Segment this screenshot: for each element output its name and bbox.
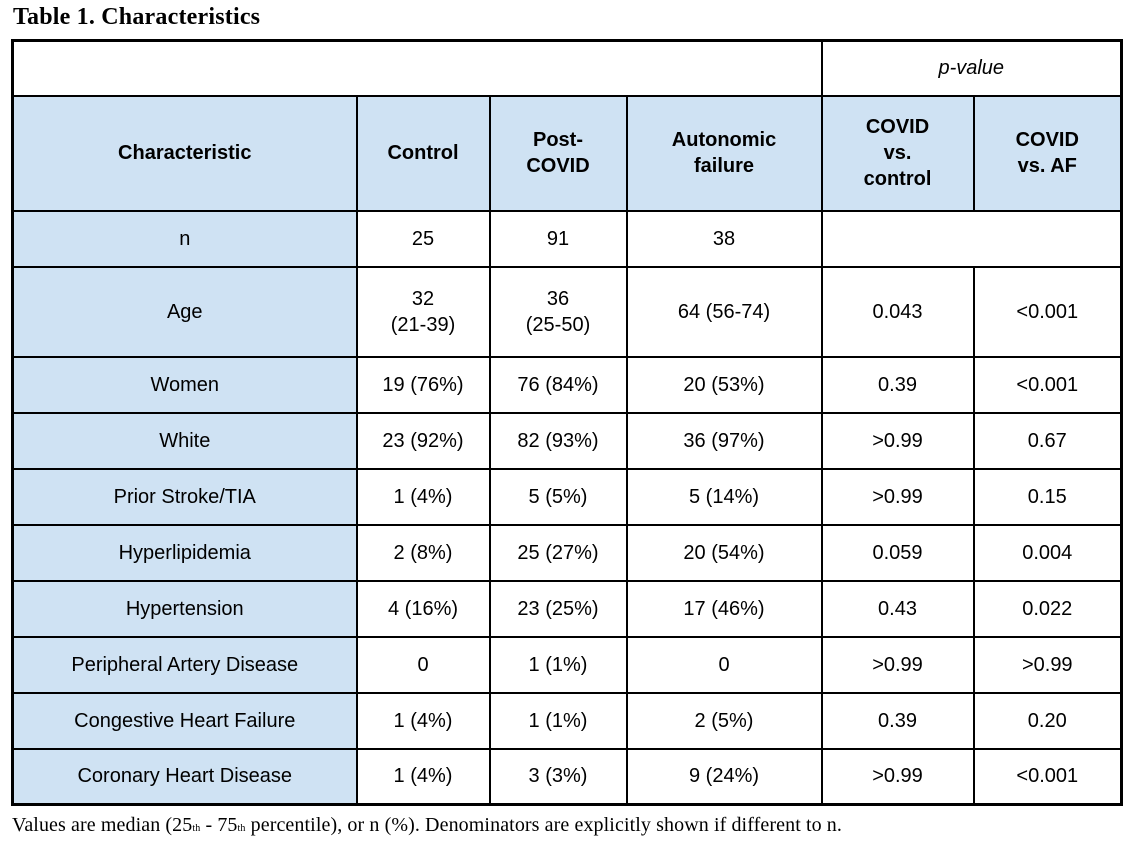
cell-autonomic-failure: 20 (54%) xyxy=(625,523,823,582)
cell-autonomic-failure: 20 (53%) xyxy=(625,355,823,414)
cell-control: 1 (4%) xyxy=(355,691,491,750)
footnote-text: Values are median (25 xyxy=(12,814,193,836)
cell-p-covid-vs-control: >0.99 xyxy=(820,467,975,526)
cell-control: 25 xyxy=(355,209,491,268)
header-control: Control xyxy=(355,94,491,212)
cell-control: 0 xyxy=(355,635,491,694)
cell-control: 1 (4%) xyxy=(355,747,491,806)
blank-spanner-cell xyxy=(11,39,823,97)
table-row-hypertension: Hypertension 4 (16%) 23 (25%) 17 (46%) 0… xyxy=(11,579,1123,638)
cell-p-covid-vs-control: >0.99 xyxy=(820,747,975,806)
cell-p-covid-vs-control: 0.39 xyxy=(820,691,975,750)
table-row-congestive-heart-failure: Congestive Heart Failure 1 (4%) 1 (1%) 2… xyxy=(11,691,1123,750)
cell-post-covid: 5 (5%) xyxy=(488,467,628,526)
row-label: Hyperlipidemia xyxy=(11,523,358,582)
cell-autonomic-failure: 2 (5%) xyxy=(625,691,823,750)
table-footnote: Values are median (25th - 75th percentil… xyxy=(12,814,1120,837)
cell-post-covid: 25 (27%) xyxy=(488,523,628,582)
cell-autonomic-failure: 38 xyxy=(625,209,823,268)
row-label: n xyxy=(11,209,358,268)
page-title: Table 1. Characteristics xyxy=(13,4,261,30)
table-row-hyperlipidemia: Hyperlipidemia 2 (8%) 25 (27%) 20 (54%) … xyxy=(11,523,1123,582)
cell-autonomic-failure: 36 (97%) xyxy=(625,411,823,470)
pvalue-header-row: p-value xyxy=(11,39,1123,97)
table-row-age: Age 32 (21-39) 36 (25-50) 64 (56-74) 0.0… xyxy=(11,265,1123,358)
cell-post-covid: 91 xyxy=(488,209,628,268)
column-header-row: Characteristic Control Post- COVID Auton… xyxy=(11,94,1123,212)
cell-p-covid-vs-af: 0.022 xyxy=(972,579,1123,638)
table-row-prior-stroke-tia: Prior Stroke/TIA 1 (4%) 5 (5%) 5 (14%) >… xyxy=(11,467,1123,526)
characteristics-table: p-value Characteristic Control Post- COV… xyxy=(11,39,1124,806)
cell-autonomic-failure: 17 (46%) xyxy=(625,579,823,638)
pvalue-group-header: p-value xyxy=(820,39,1123,97)
cell-autonomic-failure: 5 (14%) xyxy=(625,467,823,526)
cell-post-covid: 76 (84%) xyxy=(488,355,628,414)
cell-p-covid-vs-af: <0.001 xyxy=(972,355,1123,414)
cell-post-covid: 1 (1%) xyxy=(488,635,628,694)
cell-post-covid: 3 (3%) xyxy=(488,747,628,806)
footnote-ordinal: th xyxy=(237,823,246,834)
row-label: Peripheral Artery Disease xyxy=(11,635,358,694)
cell-p-covid-vs-af: 0.67 xyxy=(972,411,1123,470)
cell-p-covid-vs-control: >0.99 xyxy=(820,411,975,470)
cell-p-covid-vs-af: 0.20 xyxy=(972,691,1123,750)
cell-p-covid-vs-control: 0.43 xyxy=(820,579,975,638)
table-row-peripheral-artery-disease: Peripheral Artery Disease 0 1 (1%) 0 >0.… xyxy=(11,635,1123,694)
header-covid-vs-control: COVID vs. control xyxy=(820,94,975,212)
cell-p-covid-vs-control: >0.99 xyxy=(820,635,975,694)
cell-p-covid-vs-af: 0.004 xyxy=(972,523,1123,582)
cell-control: 4 (16%) xyxy=(355,579,491,638)
cell-autonomic-failure: 64 (56-74) xyxy=(625,265,823,358)
cell-control: 32 (21-39) xyxy=(355,265,491,358)
cell-p-covid-vs-control: 0.059 xyxy=(820,523,975,582)
cell-post-covid: 36 (25-50) xyxy=(488,265,628,358)
cell-p-covid-vs-af: >0.99 xyxy=(972,635,1123,694)
cell-control: 1 (4%) xyxy=(355,467,491,526)
row-label: Prior Stroke/TIA xyxy=(11,467,358,526)
footnote-text: percentile), or n (%). Denominators are … xyxy=(245,814,843,836)
row-label: Congestive Heart Failure xyxy=(11,691,358,750)
row-label: Coronary Heart Disease xyxy=(11,747,358,806)
cell-p-covid-vs-control: 0.39 xyxy=(820,355,975,414)
cell-p-covid-vs-af: <0.001 xyxy=(972,747,1123,806)
table-row-coronary-heart-disease: Coronary Heart Disease 1 (4%) 3 (3%) 9 (… xyxy=(11,747,1123,806)
header-autonomic-failure: Autonomic failure xyxy=(625,94,823,212)
footnote-text: - 75 xyxy=(200,814,238,836)
cell-autonomic-failure: 9 (24%) xyxy=(625,747,823,806)
row-label: Hypertension xyxy=(11,579,358,638)
cell-autonomic-failure: 0 xyxy=(625,635,823,694)
row-label: Age xyxy=(11,265,358,358)
footnote-ordinal: th xyxy=(192,823,201,834)
table-row-n: n 25 91 38 xyxy=(11,209,1123,268)
cell-control: 2 (8%) xyxy=(355,523,491,582)
cell-post-covid: 23 (25%) xyxy=(488,579,628,638)
row-label: White xyxy=(11,411,358,470)
header-covid-vs-af: COVID vs. AF xyxy=(972,94,1123,212)
cell-post-covid: 1 (1%) xyxy=(488,691,628,750)
table-row-women: Women 19 (76%) 76 (84%) 20 (53%) 0.39 <0… xyxy=(11,355,1123,414)
cell-control: 23 (92%) xyxy=(355,411,491,470)
row-label: Women xyxy=(11,355,358,414)
cell-pvalues-empty xyxy=(820,209,1123,268)
cell-p-covid-vs-control: 0.043 xyxy=(820,265,975,358)
header-characteristic: Characteristic xyxy=(11,94,358,212)
table-row-white: White 23 (92%) 82 (93%) 36 (97%) >0.99 0… xyxy=(11,411,1123,470)
cell-p-covid-vs-af: <0.001 xyxy=(972,265,1123,358)
cell-post-covid: 82 (93%) xyxy=(488,411,628,470)
header-post-covid: Post- COVID xyxy=(488,94,628,212)
cell-control: 19 (76%) xyxy=(355,355,491,414)
cell-p-covid-vs-af: 0.15 xyxy=(972,467,1123,526)
